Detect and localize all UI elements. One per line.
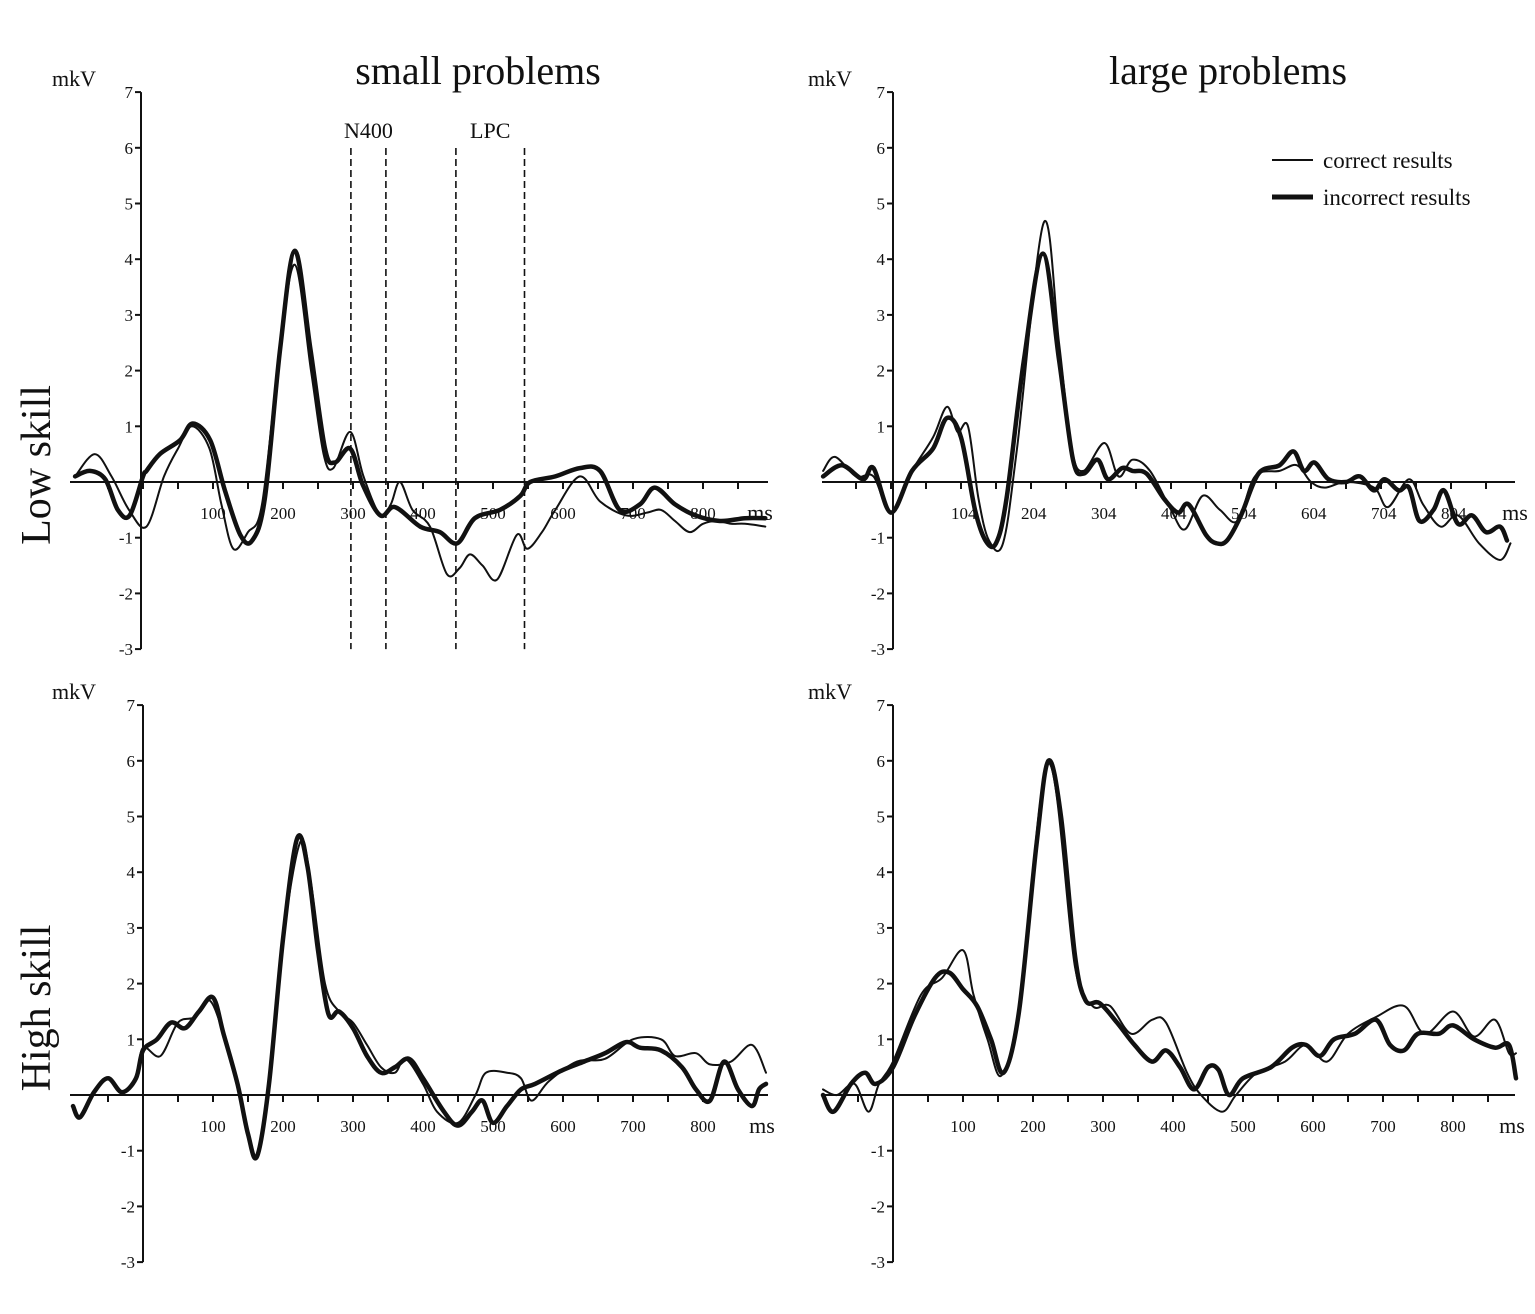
y-tick-label: -1: [871, 529, 885, 548]
y-tick-label: 4: [877, 250, 886, 269]
x-tick-label: 704: [1371, 504, 1397, 523]
y-tick-label: -1: [121, 1142, 135, 1161]
y-tick-label: -2: [871, 1197, 885, 1216]
x-tick-label: 104: [951, 504, 977, 523]
series-correct-results: [74, 263, 767, 582]
y-tick-label: -3: [871, 640, 885, 659]
row-label-low-skill: Low skill: [14, 385, 60, 545]
column-title-small: small problems: [355, 48, 601, 93]
x-tick-label: 400: [1160, 1117, 1186, 1136]
y-axis-unit-label: mkV: [52, 66, 96, 91]
panel-high-large: -3 -2 -1 1 2 3 4 5 6 7 mkV 100 200 300 400 500 600 700 800…: [808, 679, 1525, 1272]
y-tick-label: 3: [127, 919, 136, 938]
x-tick-label: 300: [1090, 1117, 1116, 1136]
x-tick-label: 400: [410, 1117, 436, 1136]
series-correct-results: [822, 762, 1517, 1113]
series-incorrect-results: [72, 248, 768, 546]
x-tick-label: 204: [1021, 504, 1047, 523]
x-tick-label: 100: [200, 1117, 226, 1136]
legend-label-incorrect: incorrect results: [1323, 185, 1471, 210]
x-tick-label: 500: [480, 1117, 506, 1136]
x-tick-label: 300: [340, 504, 366, 523]
column-title-large: large problems: [1109, 48, 1347, 93]
y-tick-label: 1: [127, 1030, 136, 1049]
x-tick-label: 200: [270, 1117, 296, 1136]
x-axis-unit-label: ms: [749, 1113, 775, 1138]
y-tick-label: 4: [877, 863, 886, 882]
x-tick-label: 200: [270, 504, 296, 523]
y-tick-label: -1: [871, 1142, 885, 1161]
y-tick-label: 7: [877, 696, 886, 715]
x-tick-label: 400: [410, 504, 436, 523]
y-tick-label: 1: [877, 417, 886, 436]
y-tick-label: 5: [877, 195, 886, 214]
y-axis-unit-label: mkV: [808, 679, 852, 704]
series-incorrect-results: [70, 833, 769, 1161]
y-tick-label: 3: [125, 306, 134, 325]
x-tick-label: 600: [1300, 1117, 1326, 1136]
y-tick-label: -2: [871, 584, 885, 603]
x-tick-label: 604: [1301, 504, 1327, 523]
y-tick-label: 6: [127, 752, 136, 771]
y-tick-label: 2: [127, 975, 136, 994]
y-tick-label: -1: [119, 529, 133, 548]
y-tick-label: -2: [119, 584, 133, 603]
y-axis-unit-label: mkV: [808, 66, 852, 91]
series-incorrect-results: [820, 758, 1519, 1114]
x-tick-label: 700: [1370, 1117, 1396, 1136]
y-tick-label: -2: [121, 1197, 135, 1216]
y-tick-label: 4: [125, 250, 134, 269]
x-tick-label: 200: [1020, 1117, 1046, 1136]
x-tick-label: 500: [1230, 1117, 1256, 1136]
x-tick-label: 100: [200, 504, 226, 523]
y-tick-label: 2: [877, 975, 886, 994]
y-tick-label: 7: [127, 696, 136, 715]
y-tick-label: 4: [127, 863, 136, 882]
y-tick-label: 6: [877, 752, 886, 771]
x-tick-label: 304: [1091, 504, 1117, 523]
y-tick-label: 5: [877, 808, 886, 827]
x-axis-unit-label: ms: [747, 500, 773, 525]
x-tick-label: 100: [950, 1117, 976, 1136]
x-tick-label: 800: [690, 1117, 716, 1136]
y-tick-label: 3: [877, 306, 886, 325]
x-axis-unit-label: ms: [1502, 500, 1528, 525]
x-tick-label: 800: [1440, 1117, 1466, 1136]
y-tick-label: 7: [877, 83, 886, 102]
y-tick-label: -3: [121, 1253, 135, 1272]
window-label-lpc: LPC: [470, 118, 510, 143]
y-tick-label: 6: [877, 139, 886, 158]
y-tick-label: 5: [125, 195, 134, 214]
y-tick-label: 2: [877, 362, 886, 381]
panel-high-small: -3 -2 -1 1 2 3 4 5 6 7 mkV 100 200 300 400 500 600 700 800…: [52, 679, 775, 1272]
y-tick-label: 5: [127, 808, 136, 827]
row-label-high-skill: High skill: [14, 925, 60, 1092]
y-tick-label: 2: [125, 362, 134, 381]
x-tick-label: 700: [620, 1117, 646, 1136]
y-tick-label: 6: [125, 139, 134, 158]
y-tick-label: -3: [119, 640, 133, 659]
x-axis-unit-label: ms: [1499, 1113, 1525, 1138]
y-axis-unit-label: mkV: [52, 679, 96, 704]
x-tick-label: 700: [620, 504, 646, 523]
series-incorrect-results: [820, 251, 1510, 550]
legend: correct results incorrect results: [1272, 148, 1471, 210]
legend-label-correct: correct results: [1323, 148, 1453, 173]
y-tick-label: 1: [877, 1030, 886, 1049]
window-label-n400: N400: [344, 118, 393, 143]
y-tick-label: 1: [125, 417, 134, 436]
y-tick-label: 7: [125, 83, 134, 102]
y-tick-label: -3: [871, 1253, 885, 1272]
y-tick-label: 3: [877, 919, 886, 938]
x-tick-label: 600: [550, 1117, 576, 1136]
series-correct-results: [72, 838, 767, 1157]
x-tick-label: 300: [340, 1117, 366, 1136]
